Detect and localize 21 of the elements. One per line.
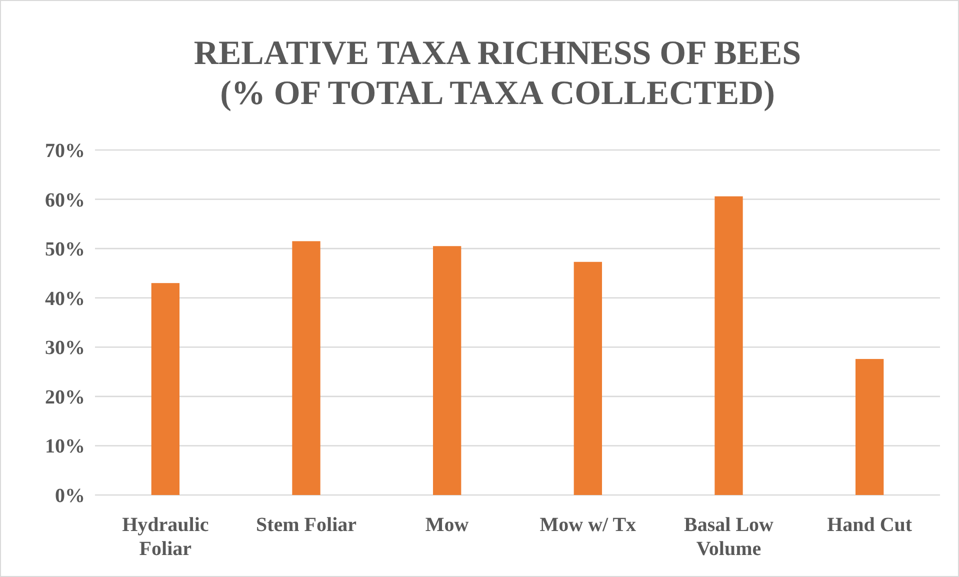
y-tick-label: 0%	[55, 485, 85, 507]
x-tick-label: Basal Low Volume	[684, 514, 774, 560]
y-tick-label: 10%	[45, 436, 85, 458]
bar	[292, 241, 320, 495]
bar	[856, 358, 884, 495]
x-tick-label: Mow	[425, 514, 470, 536]
bar	[151, 283, 180, 495]
y-tick-label: 50%	[45, 238, 85, 261]
y-tick-label: 60%	[45, 189, 85, 212]
x-tick-label: Hand Cut	[827, 514, 912, 536]
bar	[433, 246, 462, 495]
x-tick-label: Hydraulic Foliar	[122, 514, 209, 560]
y-tick-label: 40%	[45, 288, 85, 310]
bar	[574, 262, 602, 495]
y-tick-label: 70%	[45, 140, 85, 162]
y-tick-label: 20%	[45, 386, 85, 408]
x-tick-label: Stem Foliar	[256, 514, 357, 536]
chart-title: RELATIVE TAXA RICHNESS OF BEES (% OF TOTAL TAXA COLLECTED)	[194, 35, 802, 112]
bar	[714, 196, 743, 495]
x-tick-label: Mow w/ Tx	[540, 514, 636, 536]
y-tick-label: 30%	[45, 337, 85, 360]
